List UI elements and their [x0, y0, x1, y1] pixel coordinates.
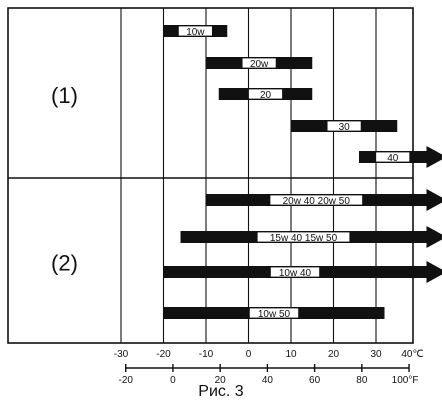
grade-label: 15w 40 15w 50	[270, 233, 338, 244]
grade-label-box	[326, 120, 362, 132]
celsius-tick-label: -10	[199, 349, 214, 360]
grade-label-box	[248, 307, 299, 319]
arrowhead-icon	[426, 261, 442, 283]
fahrenheit-tick-label: -20	[118, 375, 133, 386]
temperature-axis: -30 -20 -10 0 10 20 30 40℃ -20 0 20 40 60 80 100°F	[114, 349, 424, 386]
celsius-tick-label: 10	[285, 349, 297, 360]
fahrenheit-tick-label: 20	[215, 375, 227, 386]
grade-label: 10w 50	[258, 309, 291, 320]
arrowhead-icon	[426, 146, 442, 168]
celsius-tick-label: 30	[370, 349, 382, 360]
grade-label-box	[269, 266, 320, 278]
grade-label: 10w 40	[279, 268, 312, 279]
grade-label-box	[248, 88, 283, 100]
grade-label: 40	[387, 153, 399, 164]
grade-label: 30	[339, 122, 351, 133]
grade-label: 20w 40 20w 50	[283, 196, 351, 207]
chart-frame	[7, 7, 414, 344]
grade-label-box	[241, 57, 277, 69]
fahrenheit-tick-label: 80	[356, 375, 368, 386]
celsius-tick-label: -30	[114, 349, 129, 360]
grade-label: 20	[260, 90, 272, 101]
fahrenheit-tick-label: 60	[309, 375, 321, 386]
chart-bars: 10w 20w 20 30 40 20w 40 20w 50 15w 40 15w 50 10…	[163, 25, 442, 320]
fahrenheit-tick-label: 100°F	[392, 375, 419, 386]
grade-label: 10w	[186, 27, 205, 38]
figure-caption: Рис. 3	[198, 383, 244, 400]
group-label: (1)	[51, 83, 78, 108]
fahrenheit-tick-label: 40	[262, 375, 274, 386]
celsius-tick-label: 0	[246, 349, 252, 360]
grade-label-box	[256, 231, 351, 243]
grade-label-box	[269, 194, 363, 206]
arrowhead-icon	[426, 189, 442, 211]
grade-label-box	[375, 151, 411, 163]
grade-label-box	[177, 25, 213, 37]
grade-label: 20w	[250, 59, 269, 70]
celsius-tick-label: -20	[156, 349, 171, 360]
fahrenheit-tick-label: 0	[170, 375, 176, 386]
group-label: (2)	[51, 251, 78, 276]
celsius-tick-label: 40℃	[401, 349, 423, 360]
arrowhead-icon	[426, 226, 442, 248]
celsius-tick-label: 20	[328, 349, 340, 360]
